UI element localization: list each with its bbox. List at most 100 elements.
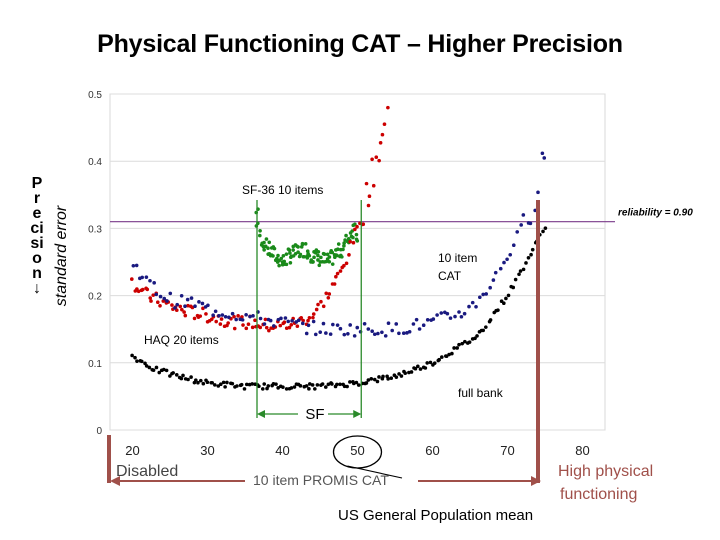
- data-point-sf-36-10-items: [258, 228, 262, 233]
- data-point-full-bank: [157, 370, 162, 375]
- data-point-10-item-cat: [144, 275, 149, 279]
- data-point-full-bank: [315, 383, 320, 387]
- data-point-10-item-cat: [431, 317, 436, 321]
- data-point-10-item-cat: [421, 323, 426, 328]
- data-point-haq-20-items: [289, 322, 294, 327]
- data-point-haq-20-items: [148, 296, 153, 300]
- data-point-10-item-cat: [234, 317, 238, 322]
- data-point-full-bank: [162, 367, 166, 372]
- data-point-full-bank: [164, 368, 169, 373]
- data-point-haq-20-items: [307, 316, 312, 320]
- data-point-full-bank: [133, 355, 137, 360]
- data-point-10-item-cat: [173, 306, 177, 310]
- data-point-10-item-cat: [453, 314, 457, 319]
- data-point-sf-36-10-items: [277, 263, 281, 268]
- data-point-haq-20-items: [178, 304, 183, 309]
- data-point-full-bank: [369, 377, 374, 381]
- data-point-haq-20-items: [282, 320, 287, 324]
- data-point-full-bank: [440, 355, 444, 359]
- data-point-full-bank: [223, 385, 227, 389]
- data-point-haq-20-items: [334, 274, 338, 279]
- data-point-10-item-cat: [175, 302, 180, 307]
- data-point-haq-20-items: [198, 314, 203, 318]
- data-point-full-bank: [201, 381, 206, 386]
- data-point-haq-20-items: [377, 158, 381, 163]
- series-label-haq: HAQ 20 items: [144, 333, 219, 347]
- data-point-10-item-cat: [366, 327, 371, 331]
- data-point-full-bank: [304, 384, 309, 388]
- data-point-10-item-cat: [445, 311, 450, 316]
- data-point-full-bank: [423, 366, 428, 370]
- data-point-haq-20-items: [347, 253, 351, 257]
- data-point-full-bank: [452, 346, 456, 350]
- data-point-haq-20-items: [284, 326, 289, 331]
- data-point-10-item-cat: [217, 314, 221, 318]
- data-point-full-bank: [205, 380, 210, 385]
- data-point-full-bank: [292, 385, 297, 389]
- high-function-arrowhead: [531, 476, 541, 486]
- data-point-10-item-cat: [386, 321, 391, 326]
- data-point-haq-20-items: [250, 325, 255, 330]
- x-tick-label: 70: [500, 443, 514, 458]
- data-point-sf-36-10-items: [303, 242, 308, 246]
- data-point-full-bank: [310, 383, 315, 387]
- data-point-sf-36-10-items: [264, 237, 269, 241]
- data-point-sf-36-10-items: [296, 250, 300, 254]
- data-point-full-bank: [219, 382, 223, 386]
- data-point-haq-20-items: [301, 318, 305, 323]
- data-point-haq-20-items: [241, 323, 245, 327]
- data-point-haq-20-items: [348, 239, 352, 244]
- data-point-sf-36-10-items: [287, 248, 292, 252]
- data-point-full-bank: [235, 384, 239, 388]
- data-point-10-item-cat: [417, 327, 422, 331]
- data-point-haq-20-items: [192, 316, 197, 321]
- data-point-haq-20-items: [344, 261, 349, 266]
- data-point-sf-36-10-items: [330, 250, 335, 255]
- data-point-full-bank: [144, 364, 149, 368]
- data-point-10-item-cat: [390, 328, 395, 333]
- data-point-full-bank: [323, 385, 328, 389]
- data-point-haq-20-items: [180, 307, 184, 312]
- data-point-sf-36-10-items: [351, 235, 355, 240]
- data-point-haq-20-items: [258, 325, 263, 330]
- data-point-full-bank: [320, 382, 325, 386]
- data-point-full-bank: [289, 386, 294, 390]
- data-point-haq-20-items: [186, 303, 190, 308]
- data-point-10-item-cat: [470, 300, 475, 305]
- data-point-10-item-cat: [439, 311, 444, 315]
- data-point-sf-36-10-items: [335, 253, 339, 258]
- data-point-full-bank: [326, 382, 331, 387]
- data-point-haq-20-items: [374, 155, 379, 160]
- data-point-10-item-cat: [134, 263, 139, 268]
- series-label-sf36: SF-36 10 items: [242, 183, 323, 197]
- precision-side-label: Precision ↓: [30, 176, 44, 297]
- data-point-full-bank: [216, 384, 221, 388]
- data-point-10-item-cat: [268, 318, 273, 323]
- data-point-haq-20-items: [311, 315, 315, 320]
- data-point-full-bank: [354, 380, 359, 385]
- data-point-full-bank: [437, 357, 441, 362]
- data-point-haq-20-items: [226, 321, 230, 325]
- data-point-full-bank: [198, 378, 203, 383]
- data-point-haq-20-items: [370, 157, 374, 162]
- data-point-sf-36-10-items: [282, 259, 287, 264]
- data-point-sf-36-10-items: [340, 255, 344, 259]
- data-point-full-bank: [189, 375, 193, 379]
- data-point-full-bank: [397, 372, 401, 376]
- data-point-10-item-cat: [414, 317, 419, 322]
- x-tick-label: 50: [350, 443, 364, 458]
- data-point-10-item-cat: [279, 316, 283, 321]
- data-point-haq-20-items: [366, 203, 371, 208]
- reliability-label: reliability = 0.90: [618, 208, 693, 219]
- promis-label: 10 item PROMIS CAT: [253, 472, 389, 488]
- data-point-full-bank: [250, 382, 255, 386]
- data-point-full-bank: [260, 387, 265, 391]
- data-point-full-bank: [399, 374, 404, 378]
- data-point-10-item-cat: [348, 323, 352, 327]
- data-point-full-bank: [375, 379, 380, 384]
- data-point-haq-20-items: [149, 299, 153, 303]
- data-point-10-item-cat: [521, 213, 526, 217]
- data-point-full-bank: [335, 382, 339, 387]
- data-point-sf-36-10-items: [307, 253, 312, 258]
